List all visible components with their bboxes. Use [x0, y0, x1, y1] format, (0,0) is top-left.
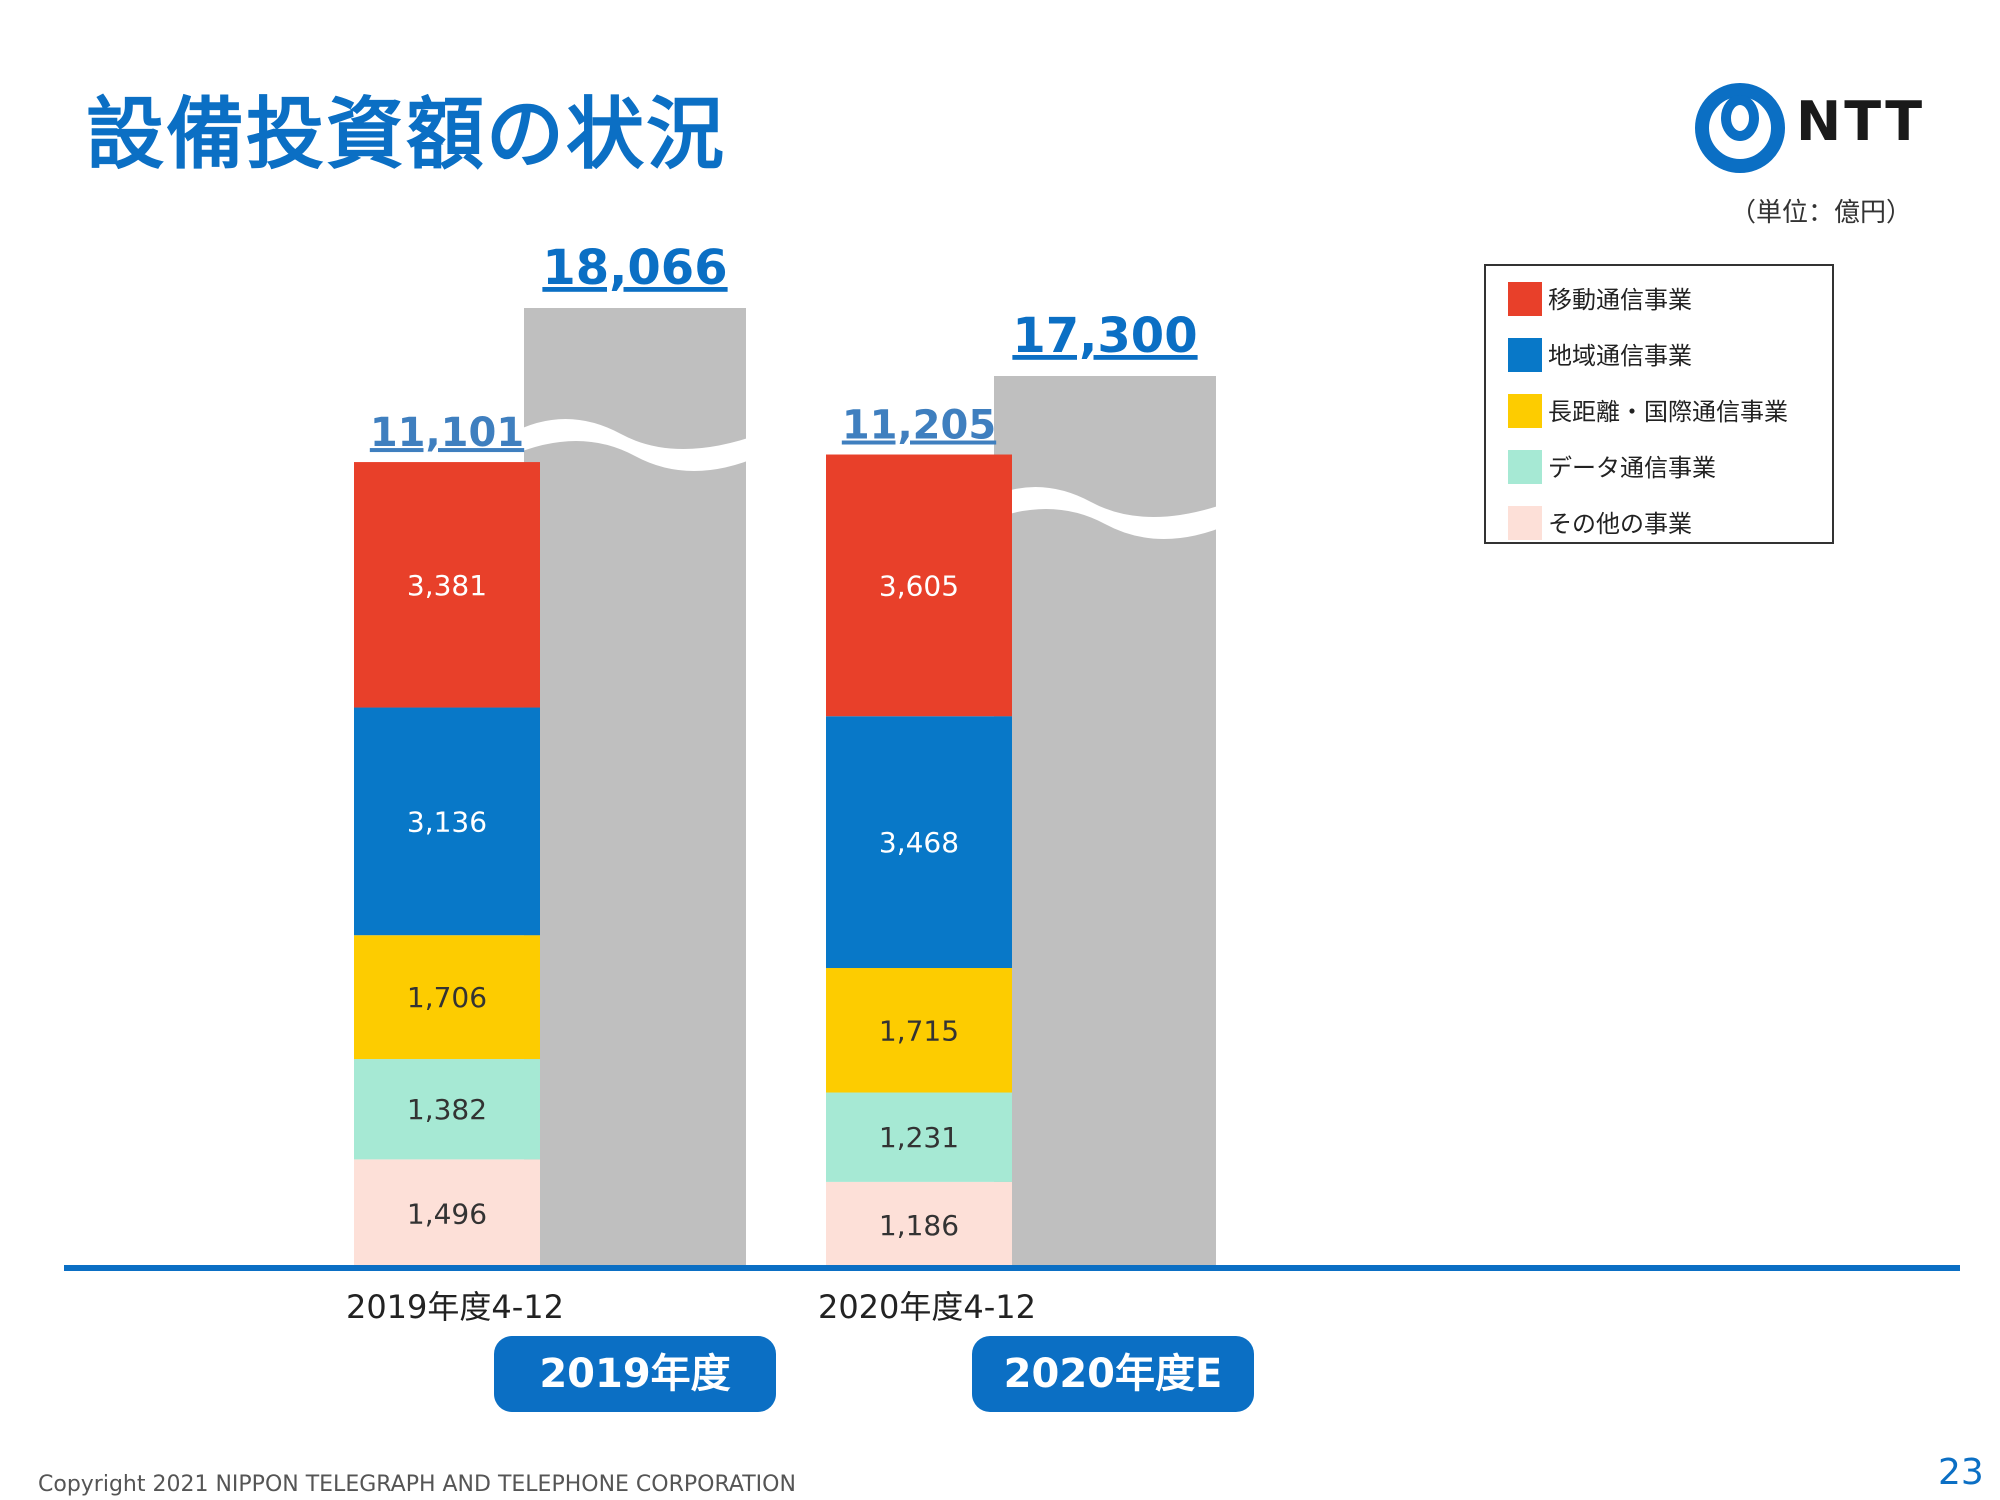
copyright-footer: Copyright 2021 NIPPON TELEGRAPH AND TELE… — [38, 1472, 796, 1497]
legend-swatch — [1508, 450, 1542, 484]
period-badge-2019: 2019年度 — [494, 1336, 776, 1412]
logo-text: NTT — [1796, 90, 1926, 153]
stacked-bar-segment — [826, 1181, 1012, 1268]
stacked-bar-segment — [826, 454, 1012, 717]
segment-value-label: 3,381 — [407, 569, 487, 602]
legend-label: 長距離・国際通信事業 — [1548, 398, 1788, 426]
x-axis-tick-label: 2020年度4-12 — [818, 1288, 1036, 1326]
period-badge-2020: 2020年度E — [972, 1336, 1254, 1412]
stacked-bar-segment — [354, 935, 540, 1060]
chart-legend: 移動通信事業 地域通信事業 長距離・国際通信事業 データ通信事業 その他の事業 — [1484, 264, 1834, 544]
legend-label: 地域通信事業 — [1548, 342, 1692, 370]
axis-break-mark — [510, 419, 760, 471]
segment-value-label: 3,605 — [879, 569, 959, 602]
segment-value-label: 1,382 — [407, 1093, 487, 1126]
stacked-bar-segment — [354, 1059, 540, 1160]
stacked-bar-segment — [826, 716, 1012, 969]
segment-value-label: 3,468 — [879, 826, 959, 859]
stacked-bar-segment — [826, 1092, 1012, 1182]
stacked-bar-segment — [354, 1159, 540, 1268]
stacked-bar-segment — [354, 462, 540, 708]
stack-total-label: 11,205 — [842, 403, 996, 449]
legend-swatch — [1508, 394, 1542, 428]
stacked-bar-segment — [354, 707, 540, 936]
segment-value-label: 3,136 — [407, 805, 487, 838]
legend-label: その他の事業 — [1548, 510, 1692, 538]
legend-label: データ通信事業 — [1548, 454, 1716, 482]
full-year-total-label: 18,066 — [542, 240, 727, 296]
ntt-ring-icon — [1695, 83, 1785, 173]
segment-value-label: 1,706 — [407, 981, 487, 1014]
segment-value-label: 1,496 — [407, 1198, 487, 1231]
legend-swatch — [1508, 338, 1542, 372]
segment-value-label: 1,186 — [879, 1209, 959, 1242]
full-year-total-label: 17,300 — [1012, 308, 1197, 364]
page-title: 設備投資額の状況 — [86, 90, 727, 180]
page-number: 23 — [1938, 1452, 1984, 1493]
segment-value-label: 1,231 — [879, 1121, 959, 1154]
segment-value-label: 1,715 — [879, 1014, 959, 1047]
legend-label: 移動通信事業 — [1548, 286, 1692, 314]
legend-swatch — [1508, 282, 1542, 316]
stack-total-label: 11,101 — [370, 410, 524, 456]
x-axis-tick-label: 2019年度4-12 — [346, 1288, 564, 1326]
axis-break-mark — [980, 487, 1230, 539]
unit-note: （単位：億円） — [1730, 198, 1913, 228]
legend-swatch — [1508, 506, 1542, 540]
stacked-bar-segment — [826, 968, 1012, 1093]
